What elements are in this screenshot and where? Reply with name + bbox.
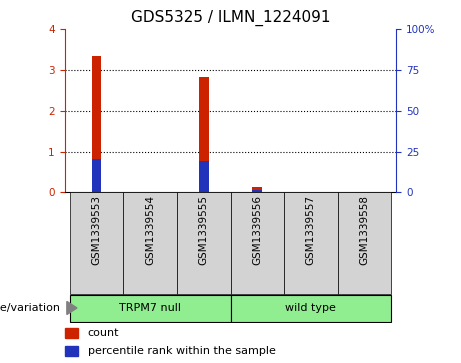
- FancyBboxPatch shape: [230, 295, 391, 322]
- Title: GDS5325 / ILMN_1224091: GDS5325 / ILMN_1224091: [131, 10, 330, 26]
- Text: GSM1339554: GSM1339554: [145, 195, 155, 265]
- Bar: [253, 190, 262, 192]
- Text: count: count: [88, 328, 119, 338]
- Text: GSM1339553: GSM1339553: [92, 195, 102, 265]
- Text: percentile rank within the sample: percentile rank within the sample: [88, 346, 276, 356]
- Bar: [199, 77, 208, 192]
- Text: TRPM7 null: TRPM7 null: [119, 303, 181, 313]
- Text: wild type: wild type: [285, 303, 336, 313]
- Text: GSM1339555: GSM1339555: [199, 195, 209, 265]
- FancyBboxPatch shape: [124, 192, 177, 294]
- FancyBboxPatch shape: [284, 192, 337, 294]
- Text: GSM1339558: GSM1339558: [359, 195, 369, 265]
- FancyBboxPatch shape: [70, 295, 230, 322]
- Bar: [92, 159, 101, 192]
- Text: GSM1339556: GSM1339556: [252, 195, 262, 265]
- Bar: [92, 56, 101, 192]
- Bar: [65, 346, 78, 356]
- FancyBboxPatch shape: [230, 192, 284, 294]
- FancyBboxPatch shape: [177, 192, 230, 294]
- Text: GSM1339557: GSM1339557: [306, 195, 316, 265]
- FancyBboxPatch shape: [70, 192, 124, 294]
- Bar: [199, 161, 208, 192]
- FancyBboxPatch shape: [337, 192, 391, 294]
- Bar: [253, 187, 262, 192]
- Text: genotype/variation: genotype/variation: [0, 303, 60, 313]
- Bar: [65, 328, 78, 338]
